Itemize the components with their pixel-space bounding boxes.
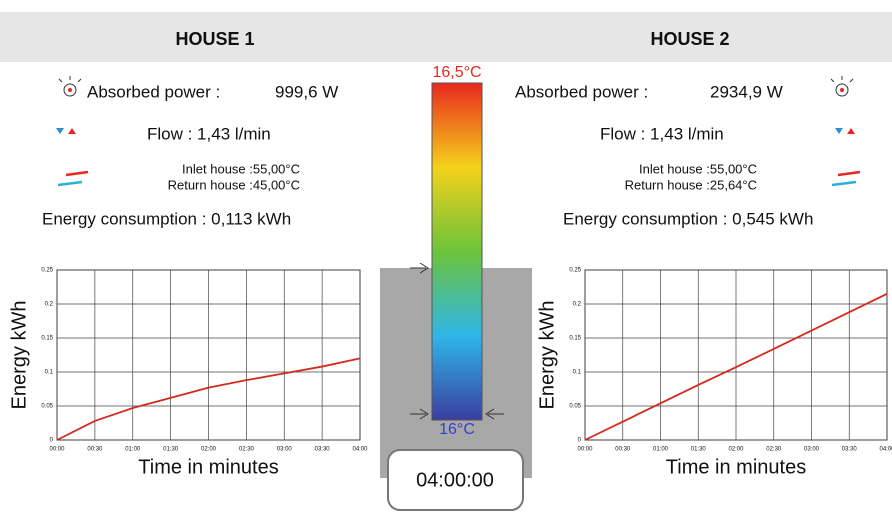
inlet: Inlet house :55,00°C bbox=[182, 161, 300, 176]
inlet-icon bbox=[837, 170, 861, 177]
x-tick-label: 00:30 bbox=[87, 447, 103, 453]
x-tick-label: 03:30 bbox=[315, 447, 331, 453]
house-title: HOUSE 2 bbox=[650, 29, 729, 49]
x-tick-label: 03:00 bbox=[804, 447, 820, 453]
y-tick-label: 0.05 bbox=[41, 404, 53, 410]
flow-icon bbox=[68, 128, 76, 134]
y-tick-label: 0.05 bbox=[569, 404, 581, 410]
flow-icon bbox=[56, 128, 64, 134]
y-tick-label: 0 bbox=[578, 438, 582, 444]
line bbox=[584, 292, 888, 441]
header-bar bbox=[0, 12, 892, 62]
x-tick-label: 02:30 bbox=[766, 447, 782, 453]
y-tick-label: 0.2 bbox=[573, 302, 582, 308]
flow-icon bbox=[835, 128, 843, 134]
house-title: HOUSE 1 bbox=[175, 29, 254, 49]
return-icon bbox=[831, 180, 857, 187]
inlet-icon bbox=[65, 170, 89, 177]
x-tick-label: 01:00 bbox=[125, 447, 141, 453]
x-tick-label: 01:30 bbox=[691, 447, 707, 453]
y-tick-label: 0.1 bbox=[573, 370, 582, 376]
inlet: Inlet house :55,00°C bbox=[639, 161, 757, 176]
return-arrows bbox=[410, 408, 504, 420]
x-tick-label: 04:00 bbox=[879, 447, 892, 453]
inlet-arrow bbox=[410, 262, 429, 274]
x-tick-label: 04:00 bbox=[352, 447, 368, 453]
x-tick-label: 00:00 bbox=[577, 447, 593, 453]
x-axis-label: Time in minutes bbox=[138, 456, 278, 478]
power-label: Absorbed power : bbox=[87, 82, 220, 101]
power-value: 2934,9 W bbox=[710, 82, 783, 101]
x-tick-label: 00:30 bbox=[615, 447, 631, 453]
thermometer bbox=[431, 82, 483, 421]
timer: 04:00:00 bbox=[416, 469, 494, 491]
y-tick-label: 0.1 bbox=[45, 370, 54, 376]
x-tick-label: 01:30 bbox=[163, 447, 179, 453]
x-tick-label: 02:00 bbox=[201, 447, 217, 453]
y-tick-label: 0 bbox=[50, 438, 54, 444]
y-tick-label: 0.25 bbox=[569, 268, 581, 274]
flow-icon bbox=[847, 128, 855, 134]
energy: Energy consumption : 0,113 kWh bbox=[42, 209, 291, 228]
power-label: Absorbed power : bbox=[515, 82, 648, 101]
flow: Flow : 1,43 l/min bbox=[600, 124, 724, 143]
y-tick-label: 0.15 bbox=[41, 336, 53, 342]
x-tick-label: 01:00 bbox=[653, 447, 669, 453]
flow: Flow : 1,43 l/min bbox=[147, 124, 271, 143]
x-tick-label: 03:00 bbox=[277, 447, 293, 453]
x-tick-label: 03:30 bbox=[842, 447, 858, 453]
return: Return house :25,64°C bbox=[625, 177, 757, 192]
energy: Energy consumption : 0,545 kWh bbox=[563, 209, 813, 228]
x-tick-label: 02:00 bbox=[728, 447, 744, 453]
y-axis-label: Energy kWh bbox=[8, 301, 30, 410]
timer-box bbox=[387, 449, 524, 511]
y-axis-label: Energy kWh bbox=[536, 301, 558, 410]
y-tick-label: 0.25 bbox=[41, 268, 53, 274]
top-margin bbox=[0, 0, 892, 10]
bulb-icon bbox=[830, 76, 854, 97]
y-tick-label: 0.2 bbox=[45, 302, 54, 308]
x-tick-label: 00:00 bbox=[49, 447, 65, 453]
thermo-top-label: 16,5°C bbox=[432, 64, 481, 81]
power-value: 999,6 W bbox=[275, 82, 338, 101]
thermo-bottom-label: 16°C bbox=[439, 421, 475, 438]
x-axis-label: Time in minutes bbox=[666, 456, 806, 478]
line bbox=[56, 357, 361, 441]
return: Return house :45,00°C bbox=[168, 177, 300, 192]
x-tick-label: 02:30 bbox=[239, 447, 255, 453]
bulb-icon bbox=[58, 76, 82, 97]
return-icon bbox=[57, 180, 83, 187]
y-tick-label: 0.15 bbox=[569, 336, 581, 342]
